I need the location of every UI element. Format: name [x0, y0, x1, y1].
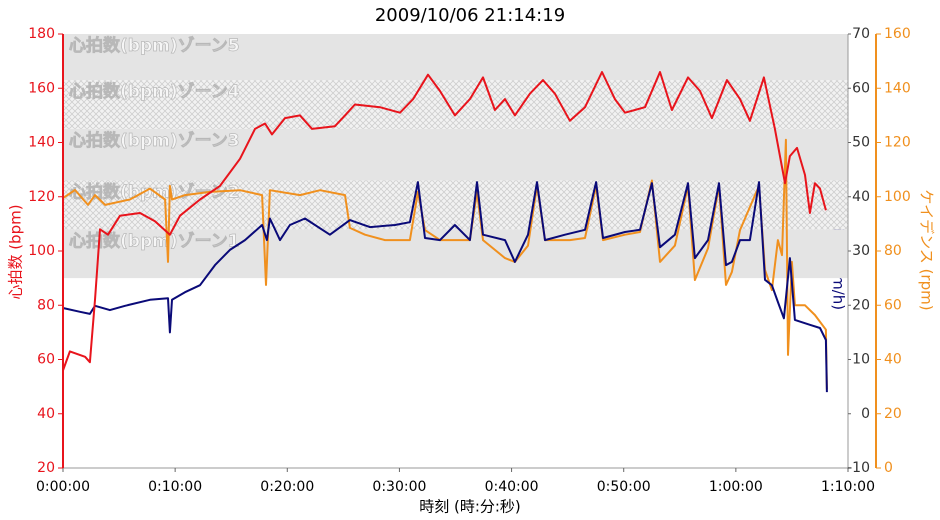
- y3-tick-label: 120: [884, 135, 911, 151]
- y-tick-label: 40: [37, 406, 55, 422]
- x-axis-title: 時刻 (時:分:秒): [419, 498, 521, 516]
- y2-tick-label: -10: [847, 460, 870, 476]
- hr-zone: [63, 128, 848, 181]
- series-line: [62, 138, 828, 390]
- series-line: [62, 71, 827, 371]
- y3-tick-label: 160: [884, 26, 911, 42]
- y2-tick-label: 10: [852, 352, 870, 368]
- y-tick-label: 180: [28, 26, 55, 42]
- zone-label: 心拍数(bpm)ゾーン1: [69, 230, 240, 251]
- hr-zone: [63, 229, 848, 279]
- y-axis-title: 心拍数 (bpm): [7, 204, 25, 299]
- y3-tick-label: 60: [884, 297, 902, 313]
- y-tick-label: 140: [28, 135, 55, 151]
- y3-tick-label: 140: [884, 80, 911, 96]
- y-tick-label: 60: [37, 352, 55, 368]
- zone-label: 心拍数(bpm)ゾーン4: [69, 81, 240, 102]
- y-tick-label: 160: [28, 80, 55, 96]
- x-tick-label: 0:00:00: [36, 479, 90, 495]
- x-tick-label: 0:20:00: [260, 479, 314, 495]
- series-line: [62, 181, 828, 393]
- y3-tick-label: 20: [884, 406, 902, 422]
- y2-tick-label: 50: [852, 135, 870, 151]
- y3-axis-title: ケイデンス (rpm): [918, 189, 936, 310]
- y3-tick-label: 80: [884, 243, 902, 259]
- chart-title: 2009/10/06 21:14:19: [375, 5, 565, 26]
- x-tick-label: 0:40:00: [485, 479, 539, 495]
- x-tick-label: 0:30:00: [372, 479, 426, 495]
- y2-tick-label: 30: [852, 243, 870, 259]
- zones: 心拍数(bpm)ゾーン1心拍数(bpm)ゾーン2心拍数(bpm)ゾーン3心拍数(…: [63, 34, 848, 279]
- y2-tick-label: 20: [852, 297, 870, 313]
- y3-tick-label: 40: [884, 352, 902, 368]
- y2-tick-label: 60: [852, 80, 870, 96]
- zone-label: 心拍数(bpm)ゾーン5: [69, 35, 240, 56]
- x-tick-label: 0:10:00: [148, 479, 202, 495]
- hr-zone: [63, 34, 848, 81]
- y-tick-label: 20: [37, 460, 55, 476]
- y3-tick-label: 0: [884, 460, 893, 476]
- x-tick-label: 0:50:00: [597, 479, 651, 495]
- y2-tick-label: 40: [852, 189, 870, 205]
- x-tick-label: 1:00:00: [709, 479, 763, 495]
- x-tick-label: 1:10:00: [821, 479, 875, 495]
- zone-label: 心拍数(bpm)ゾーン3: [69, 130, 240, 151]
- plot: [62, 71, 828, 393]
- y-tick-label: 100: [28, 243, 55, 259]
- y3-tick-label: 100: [884, 189, 911, 205]
- y2-tick-label: 0: [861, 406, 870, 422]
- y2-tick-label: 70: [852, 26, 870, 42]
- y-tick-label: 80: [37, 297, 55, 313]
- y-tick-label: 120: [28, 189, 55, 205]
